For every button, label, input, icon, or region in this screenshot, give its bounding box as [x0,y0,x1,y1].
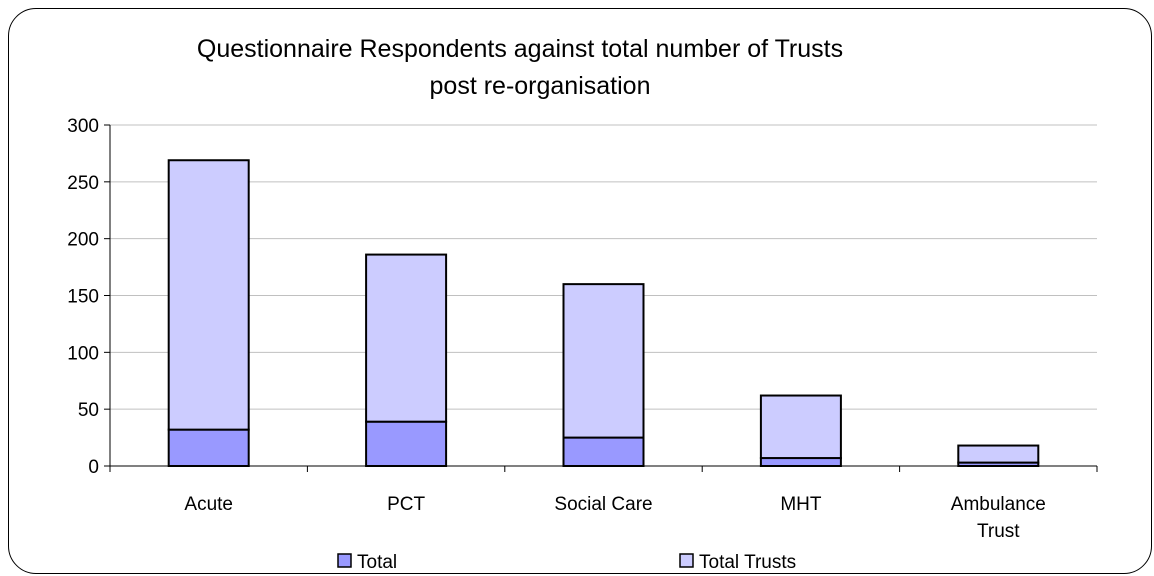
x-tick-label: PCT [387,494,425,515]
legend-label: Total [357,552,397,573]
bar-total-trusts [167,159,250,431]
y-tick-label: 0 [88,457,99,478]
axis-labels: 0 50 100 150 200 250 300 Acute PCT Social Care MHT… [67,116,1046,542]
y-tick-label: 250 [67,173,99,194]
bar-total-trusts [957,444,1040,464]
legend-swatch [679,553,694,568]
chart-title-line-2: post re-organisation [430,72,651,100]
y-tick-label: 300 [67,116,99,137]
chart-title-line-1: Questionnaire Respondents against total … [197,35,843,63]
bar-total [167,428,250,468]
y-tick-label: 150 [67,287,99,308]
bar-total [562,436,645,468]
x-tick-label: Acute [184,494,233,515]
x-tick-label: MHT [780,494,822,515]
axes [104,124,1098,472]
bar-total-trusts [562,283,645,439]
legend-swatch [337,553,352,568]
bar-total-trusts [365,253,448,423]
bar-total-trusts [759,394,842,460]
x-tick-label: Social Care [554,494,652,515]
bar-total [365,420,448,468]
y-tick-label: 50 [78,400,99,421]
bar-total [759,457,842,468]
y-tick-label: 100 [67,343,99,364]
bars [167,159,1040,468]
legend: Total Total Trusts [337,552,796,573]
y-tick-label: 200 [67,230,99,251]
gridlines [110,124,1097,410]
x-tick-label: Ambulance [951,494,1046,515]
legend-label: Total Trusts [699,552,796,573]
x-tick-label: Trust [977,521,1020,542]
